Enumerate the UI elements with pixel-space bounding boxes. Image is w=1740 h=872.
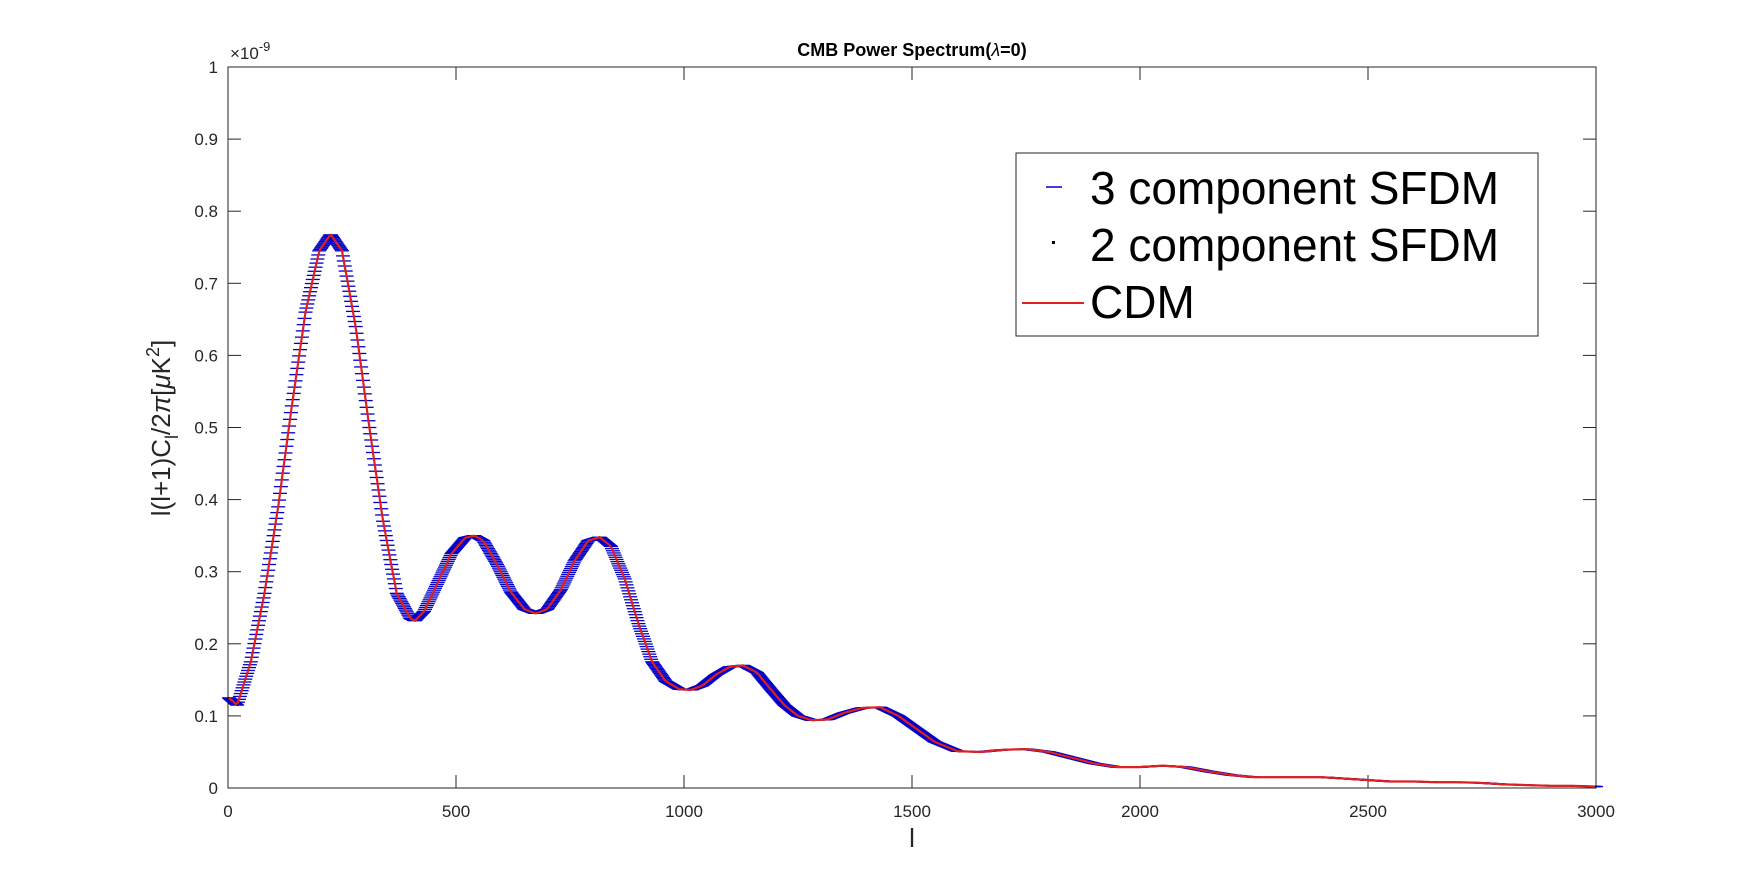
y-tick-label: 0.2: [194, 635, 218, 654]
x-tick-label: 500: [442, 802, 470, 821]
y-tick-label: 0: [209, 779, 218, 798]
y-tick-labels: 0 0.1 0.2 0.3 0.4 0.5 0.6 0.7 0.8 0.9 1: [194, 58, 218, 798]
legend-label-2-component-sfdm: 2 component SFDM: [1090, 219, 1499, 271]
x-tick-label: 1500: [893, 802, 931, 821]
axis-ticks: [227, 66, 1597, 789]
y-axis-label: l(l+1)Cl/2π[μK2]: [143, 340, 182, 516]
y-exponent-label: ×10-9: [230, 39, 270, 63]
y-tick-label: 1: [209, 58, 218, 77]
legend: 3 component SFDM 2 component SFDM CDM: [1015, 152, 1539, 337]
x-tick-label: 0: [223, 802, 232, 821]
x-tick-label: 1000: [665, 802, 703, 821]
data-point-2-component-sfdm: [1594, 785, 1597, 788]
x-tick-label: 2500: [1349, 802, 1387, 821]
series-cdm-line: [228, 233, 1596, 788]
x-tick-label: 3000: [1577, 802, 1615, 821]
x-tick-label: 2000: [1121, 802, 1159, 821]
data-point-2-component-sfdm: [228, 696, 230, 699]
legend-marker-dot-icon: [1052, 241, 1055, 244]
y-tick-label: 0.1: [194, 707, 218, 726]
x-tick-labels: 0 500 1000 1500 2000 2500 3000: [223, 802, 1615, 821]
legend-box: [1015, 152, 1539, 337]
data-point-2-component-sfdm: [236, 704, 239, 706]
legend-label-cdm: CDM: [1090, 276, 1195, 328]
x-axis-label: l: [909, 823, 915, 853]
y-tick-label: 0.4: [194, 491, 218, 510]
y-tick-label: 0.5: [194, 419, 218, 438]
y-tick-label: 0.3: [194, 563, 218, 582]
y-tick-label: 0.8: [194, 202, 218, 221]
chart-title: CMB Power Spectrum(λ=0): [797, 40, 1026, 60]
legend-label-3-component-sfdm: 3 component SFDM: [1090, 162, 1499, 214]
y-tick-label: 0.7: [194, 274, 218, 293]
y-tick-label: 0.6: [194, 346, 218, 365]
y-tick-label: 0.9: [194, 130, 218, 149]
